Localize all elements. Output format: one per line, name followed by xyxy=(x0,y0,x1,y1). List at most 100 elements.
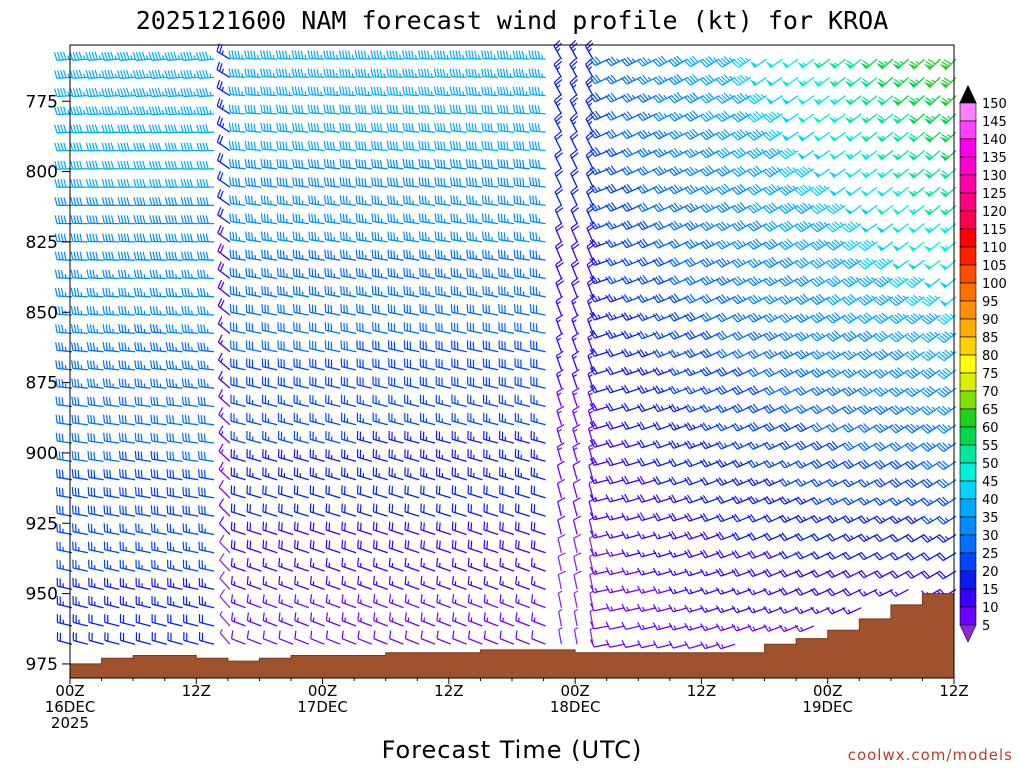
wind-barb xyxy=(747,568,767,578)
wind-barb xyxy=(388,358,404,371)
wind-barb xyxy=(165,305,183,316)
wind-barb xyxy=(668,586,688,595)
wind-barb xyxy=(403,249,420,261)
wind-barb xyxy=(293,430,309,444)
wind-barb xyxy=(530,467,546,481)
x-tick-label: 2025 xyxy=(51,714,89,732)
wind-barb xyxy=(621,549,641,558)
wind-barb xyxy=(465,122,483,133)
wind-barb xyxy=(87,523,104,536)
wind-barb xyxy=(621,275,641,285)
wind-barb xyxy=(402,195,420,207)
colorbar-swatch xyxy=(959,174,977,194)
wind-barb xyxy=(496,86,515,97)
colorbar-label: 35 xyxy=(982,511,999,526)
wind-barb xyxy=(513,195,530,207)
wind-barb xyxy=(404,594,420,609)
wind-barb xyxy=(874,294,894,306)
wind-barb xyxy=(402,68,420,79)
wind-barb xyxy=(370,140,388,152)
wind-barb xyxy=(621,475,641,485)
wind-barb xyxy=(569,94,579,115)
wind-barb xyxy=(684,55,704,68)
wind-barb xyxy=(572,460,581,480)
wind-barb xyxy=(217,188,231,206)
wind-barb xyxy=(498,267,515,280)
wind-barb xyxy=(230,576,246,591)
wind-barb xyxy=(652,385,673,395)
colorbar-swatch xyxy=(959,444,977,464)
wind-barb xyxy=(810,349,831,360)
wind-barb xyxy=(589,257,609,267)
wind-barb xyxy=(810,275,831,287)
wind-barb xyxy=(715,458,736,468)
wind-barb xyxy=(778,550,799,560)
wind-barb xyxy=(341,521,357,536)
wind-barb xyxy=(684,458,704,468)
wind-barb xyxy=(684,311,704,322)
wind-barb xyxy=(778,349,799,360)
wind-barb xyxy=(889,515,909,525)
wind-barb xyxy=(452,594,467,609)
wind-barb xyxy=(165,360,183,371)
wind-barb xyxy=(668,129,688,140)
wind-barb xyxy=(889,497,909,506)
wind-barb xyxy=(388,467,404,481)
x-tick-label: 00Z xyxy=(308,682,337,700)
wind-barb xyxy=(515,576,531,591)
wind-barb xyxy=(497,177,515,188)
wind-barb xyxy=(621,457,641,467)
wind-barb xyxy=(529,303,546,316)
colorbar-min-arrow xyxy=(959,624,977,643)
wind-barb xyxy=(87,505,104,517)
wind-barb xyxy=(937,424,957,434)
wind-barb xyxy=(747,238,767,250)
wind-barb xyxy=(467,412,483,426)
wind-barb xyxy=(450,213,467,225)
wind-barb xyxy=(387,267,404,280)
wind-barb xyxy=(183,632,199,645)
wind-barb xyxy=(826,368,846,379)
wind-barb xyxy=(621,294,641,303)
wind-barb xyxy=(844,95,862,106)
wind-barb xyxy=(605,311,625,321)
wind-barb xyxy=(889,349,909,361)
wind-barb xyxy=(668,55,688,68)
wind-barb xyxy=(731,239,752,250)
wind-barb xyxy=(450,231,467,243)
wind-barb xyxy=(483,576,499,591)
wind-barb xyxy=(354,68,372,79)
wind-barb xyxy=(781,113,799,123)
wind-barb xyxy=(325,358,341,371)
wind-barb xyxy=(164,197,183,207)
wind-barb xyxy=(151,632,167,645)
wind-barb xyxy=(907,76,925,88)
wind-barb xyxy=(557,515,566,535)
wind-barb xyxy=(164,87,183,98)
wind-barb xyxy=(467,449,483,463)
wind-barb xyxy=(497,231,515,243)
wind-barb xyxy=(465,104,483,115)
wind-barb xyxy=(135,523,152,536)
wind-barb xyxy=(684,220,704,231)
wind-barb xyxy=(589,74,609,85)
wind-barb xyxy=(907,131,925,143)
wind-barb xyxy=(388,376,404,389)
wind-barb xyxy=(325,467,341,481)
wind-barb xyxy=(765,76,783,87)
wind-barb xyxy=(372,449,388,463)
wind-barb xyxy=(907,204,925,216)
wind-barb xyxy=(293,376,309,389)
wind-barb xyxy=(119,487,136,499)
wind-barb xyxy=(244,104,262,115)
wind-barb xyxy=(217,206,231,225)
wind-barb xyxy=(71,450,88,463)
wind-barb xyxy=(826,257,846,269)
wind-barb xyxy=(747,111,767,123)
wind-barb xyxy=(715,147,736,159)
wind-barb xyxy=(467,503,483,517)
wind-barb xyxy=(530,358,546,371)
wind-barb xyxy=(499,630,515,645)
wind-barb xyxy=(404,376,420,389)
wind-barb xyxy=(844,131,862,142)
